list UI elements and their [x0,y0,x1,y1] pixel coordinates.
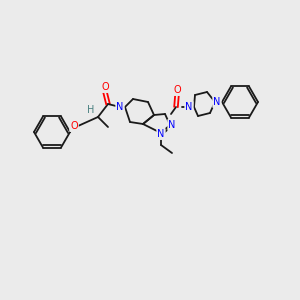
Text: N: N [168,120,176,130]
Text: O: O [101,82,109,92]
Text: N: N [213,97,221,107]
Text: O: O [173,85,181,95]
Text: N: N [157,129,165,139]
Text: H: H [87,105,95,115]
Text: O: O [70,121,78,131]
Text: N: N [185,102,193,112]
Text: N: N [116,102,124,112]
